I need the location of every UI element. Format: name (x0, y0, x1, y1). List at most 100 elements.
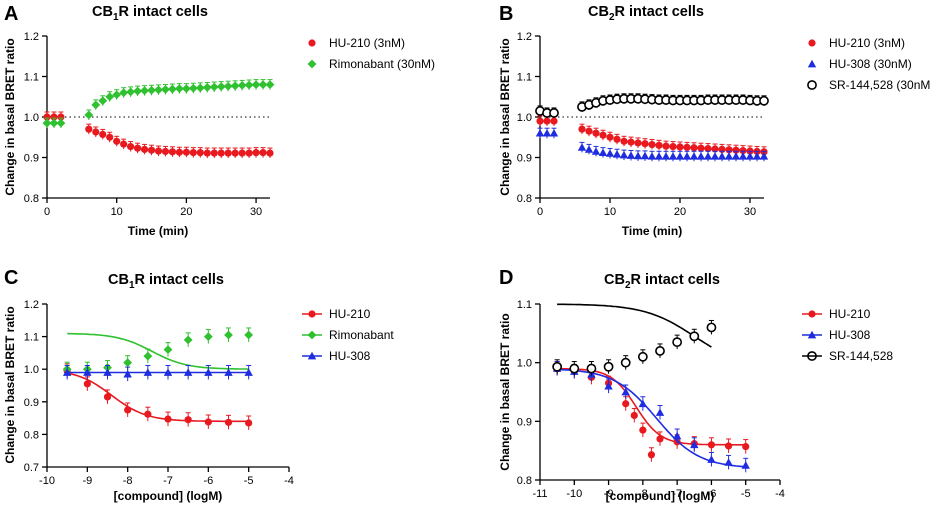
data-point (603, 361, 614, 372)
data-point (626, 151, 636, 159)
data-point (49, 118, 59, 128)
data-point (543, 117, 551, 125)
data-point (584, 145, 594, 153)
data-point (244, 330, 254, 340)
legend-label: HU-210 (3nM) (829, 36, 905, 50)
data-point (50, 113, 58, 121)
data-point (690, 144, 698, 152)
legend-label: Rimonabant (30nM) (329, 57, 435, 71)
legend-label: SR-144,528 (829, 349, 893, 363)
data-point (689, 331, 700, 342)
x-tick-label: 10 (604, 206, 616, 218)
legend-label: HU-210 (829, 307, 871, 321)
data-point (669, 142, 677, 151)
data-point (542, 129, 552, 137)
x-tick-label: -6 (707, 488, 717, 500)
data-point (181, 84, 191, 94)
data-point (577, 143, 587, 151)
data-point (599, 131, 607, 139)
legend-marker (307, 59, 317, 69)
data-point (204, 418, 212, 426)
y-tick-label: 0.8 (24, 429, 39, 441)
x-tick-label: -7 (672, 488, 682, 500)
data-point (682, 152, 692, 160)
data-point (683, 143, 691, 151)
data-point (655, 141, 663, 149)
data-point (209, 82, 219, 92)
series-rimonabant-30nm- (42, 79, 275, 129)
series-sr-144-528 (552, 303, 717, 376)
x-tick-label: -10 (566, 488, 582, 500)
data-point (535, 129, 545, 137)
legend-label: SR-144,528 (30nM (829, 78, 930, 92)
y-tick-label: 0.8 (517, 193, 532, 205)
data-point (216, 82, 226, 92)
panel-b: B CB2R intact cells 0 10 20 30 0.8 0.9 1.0 1.1 1.2… (498, 3, 930, 238)
y-axis-label: Change in basal BRET ratio (3, 38, 17, 195)
data-point (189, 149, 197, 157)
series-hu-210 (63, 363, 253, 430)
x-axis-label: [compound] (logM) (114, 489, 223, 503)
legend-marker (308, 39, 316, 47)
data-point (550, 117, 558, 125)
data-point (175, 84, 184, 94)
panel-letter: B (499, 3, 513, 25)
data-point (696, 152, 706, 160)
data-point (706, 322, 717, 333)
x-tick-label: -11 (532, 488, 547, 500)
legend-marker (807, 80, 817, 90)
data-point (536, 117, 544, 125)
data-point (182, 148, 190, 156)
data-point (724, 152, 734, 160)
data-point (217, 149, 225, 157)
data-point (675, 152, 685, 160)
data-point (656, 435, 664, 443)
data-point (147, 85, 156, 95)
panel-a: A CB1R intact cells 0 10 20 30 0.8 0.9 1.0 1.1 1.2… (3, 3, 435, 238)
data-point (195, 83, 205, 93)
series-hu-308-30nm- (535, 127, 769, 162)
data-point (224, 418, 233, 426)
data-point (662, 142, 670, 150)
series-rimonabant (62, 327, 254, 377)
data-point (549, 108, 559, 118)
data-point (738, 152, 748, 160)
panel-title: CB2R intact cells (604, 272, 720, 291)
data-point (223, 81, 233, 91)
x-tick-label: -9 (82, 475, 92, 487)
y-tick-label: 1.0 (24, 112, 39, 124)
data-point (549, 129, 559, 137)
data-point (622, 400, 630, 408)
data-point (204, 368, 213, 376)
data-point (627, 138, 635, 146)
series-hu-210-3nm- (536, 115, 768, 157)
data-point (630, 411, 638, 420)
data-point (183, 335, 193, 345)
panel-d: D CB2R intact cells -11 -10 -9 -8 -7 -6 -5 -4 0.8 0… (498, 267, 893, 503)
data-point (710, 152, 720, 160)
data-point (707, 455, 716, 463)
data-point (56, 118, 66, 128)
data-point (91, 100, 101, 110)
data-point (745, 152, 755, 160)
x-tick-label: -4 (775, 488, 785, 500)
data-point (637, 351, 648, 362)
data-point (175, 148, 184, 156)
series-hu-308 (62, 364, 253, 382)
data-point (203, 332, 213, 341)
legend-label: HU-210 (329, 307, 371, 321)
x-tick-label: 0 (537, 206, 543, 218)
data-point (57, 113, 65, 121)
data-point (105, 92, 115, 102)
data-point (704, 144, 712, 153)
data-point (613, 135, 621, 143)
legend-label: Rimonabant (329, 328, 394, 342)
data-point (83, 380, 91, 388)
data-point (676, 143, 684, 151)
data-point (112, 90, 122, 100)
data-point (124, 406, 132, 414)
y-tick-label: 1.0 (24, 364, 39, 376)
data-point (154, 85, 163, 95)
panel-title: CB1R intact cells (92, 4, 208, 23)
